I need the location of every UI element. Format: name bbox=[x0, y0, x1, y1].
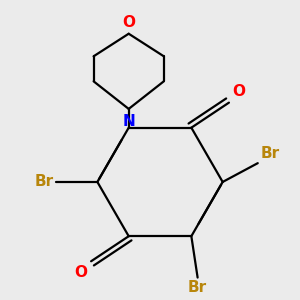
Text: O: O bbox=[233, 84, 246, 99]
Text: Br: Br bbox=[34, 175, 53, 190]
Text: Br: Br bbox=[260, 146, 279, 161]
Text: N: N bbox=[122, 114, 135, 129]
Text: O: O bbox=[74, 265, 87, 280]
Text: O: O bbox=[122, 15, 135, 30]
Text: Br: Br bbox=[188, 280, 207, 295]
